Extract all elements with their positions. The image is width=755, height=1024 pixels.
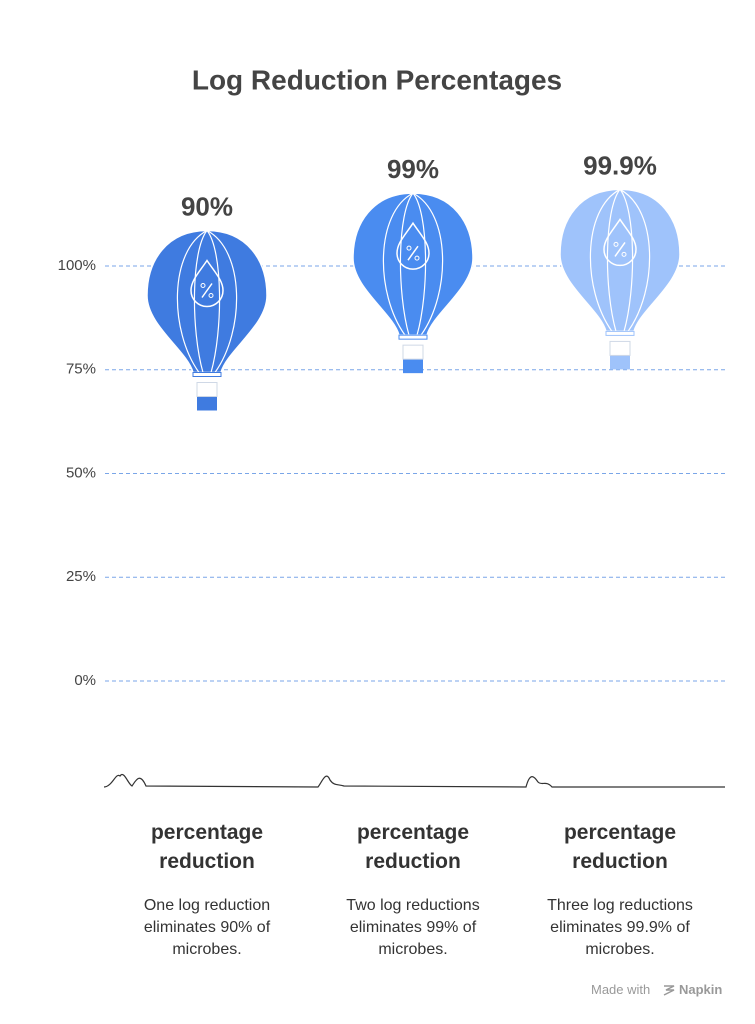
balloon-ring (398, 334, 428, 340)
balloon-icon-dot (200, 283, 206, 288)
category-label: percentage reduction (563, 821, 677, 873)
value-label: 90% (181, 191, 233, 221)
balloon-basket-top (609, 340, 631, 356)
balloon (559, 188, 681, 370)
balloon-seam (412, 192, 444, 336)
balloon-seam (382, 192, 414, 336)
balloon-envelope (559, 188, 681, 333)
y-tick-label: 100% (58, 257, 96, 274)
balloon-seam (206, 229, 238, 373)
balloon-icon-dot (406, 245, 412, 251)
footer-brand: Napkin (679, 982, 723, 997)
napkin-logo (663, 985, 675, 996)
balloon-ring (605, 330, 635, 336)
balloon-basket-top (402, 344, 424, 360)
balloon-seam (176, 229, 208, 373)
chart-title: Log Reduction Percentages (192, 64, 562, 95)
balloon-seam (619, 189, 634, 332)
ground-line (103, 774, 725, 788)
balloon-seam (412, 192, 427, 336)
category-description: Three log reductions eliminates 99.9% of… (547, 897, 693, 958)
category-description: One log reduction eliminates 90% of micr… (143, 897, 271, 958)
balloon-envelope (146, 229, 268, 374)
category-description: Two log reductions eliminates 99% of mic… (346, 897, 480, 958)
balloon-seam (399, 192, 414, 336)
y-tick-label: 25% (66, 568, 96, 585)
balloon-ring (192, 372, 222, 377)
balloon-basket (610, 355, 630, 370)
balloon-seam (589, 188, 621, 332)
y-tick-label: 50% (66, 464, 96, 481)
value-label: 99% (387, 154, 439, 184)
balloon-basket-top (196, 382, 218, 397)
balloon-seam (193, 230, 208, 373)
y-tick-label: 0% (74, 672, 96, 689)
balloon-envelope (352, 192, 474, 336)
balloon-icon-dot (414, 255, 420, 261)
balloon-seam (606, 189, 621, 332)
balloon (146, 229, 268, 411)
balloon-seam (619, 188, 651, 332)
balloon-icon-dot (613, 241, 619, 247)
balloon-basket (403, 359, 423, 374)
category-label: percentage reduction (150, 821, 264, 873)
footer-made-with: Made with (591, 982, 651, 997)
y-tick-label: 75% (66, 361, 96, 378)
balloon-icon (190, 259, 224, 308)
value-label: 99.9% (583, 150, 657, 180)
balloon-basket (197, 396, 217, 411)
category-label: percentage reduction (356, 821, 470, 873)
balloon-seam (206, 230, 221, 373)
balloon-icon-dot (208, 293, 214, 298)
balloon-icon (396, 221, 430, 270)
balloon-icon-dot (621, 251, 627, 257)
balloon (352, 192, 474, 374)
balloon-icon (603, 218, 637, 267)
